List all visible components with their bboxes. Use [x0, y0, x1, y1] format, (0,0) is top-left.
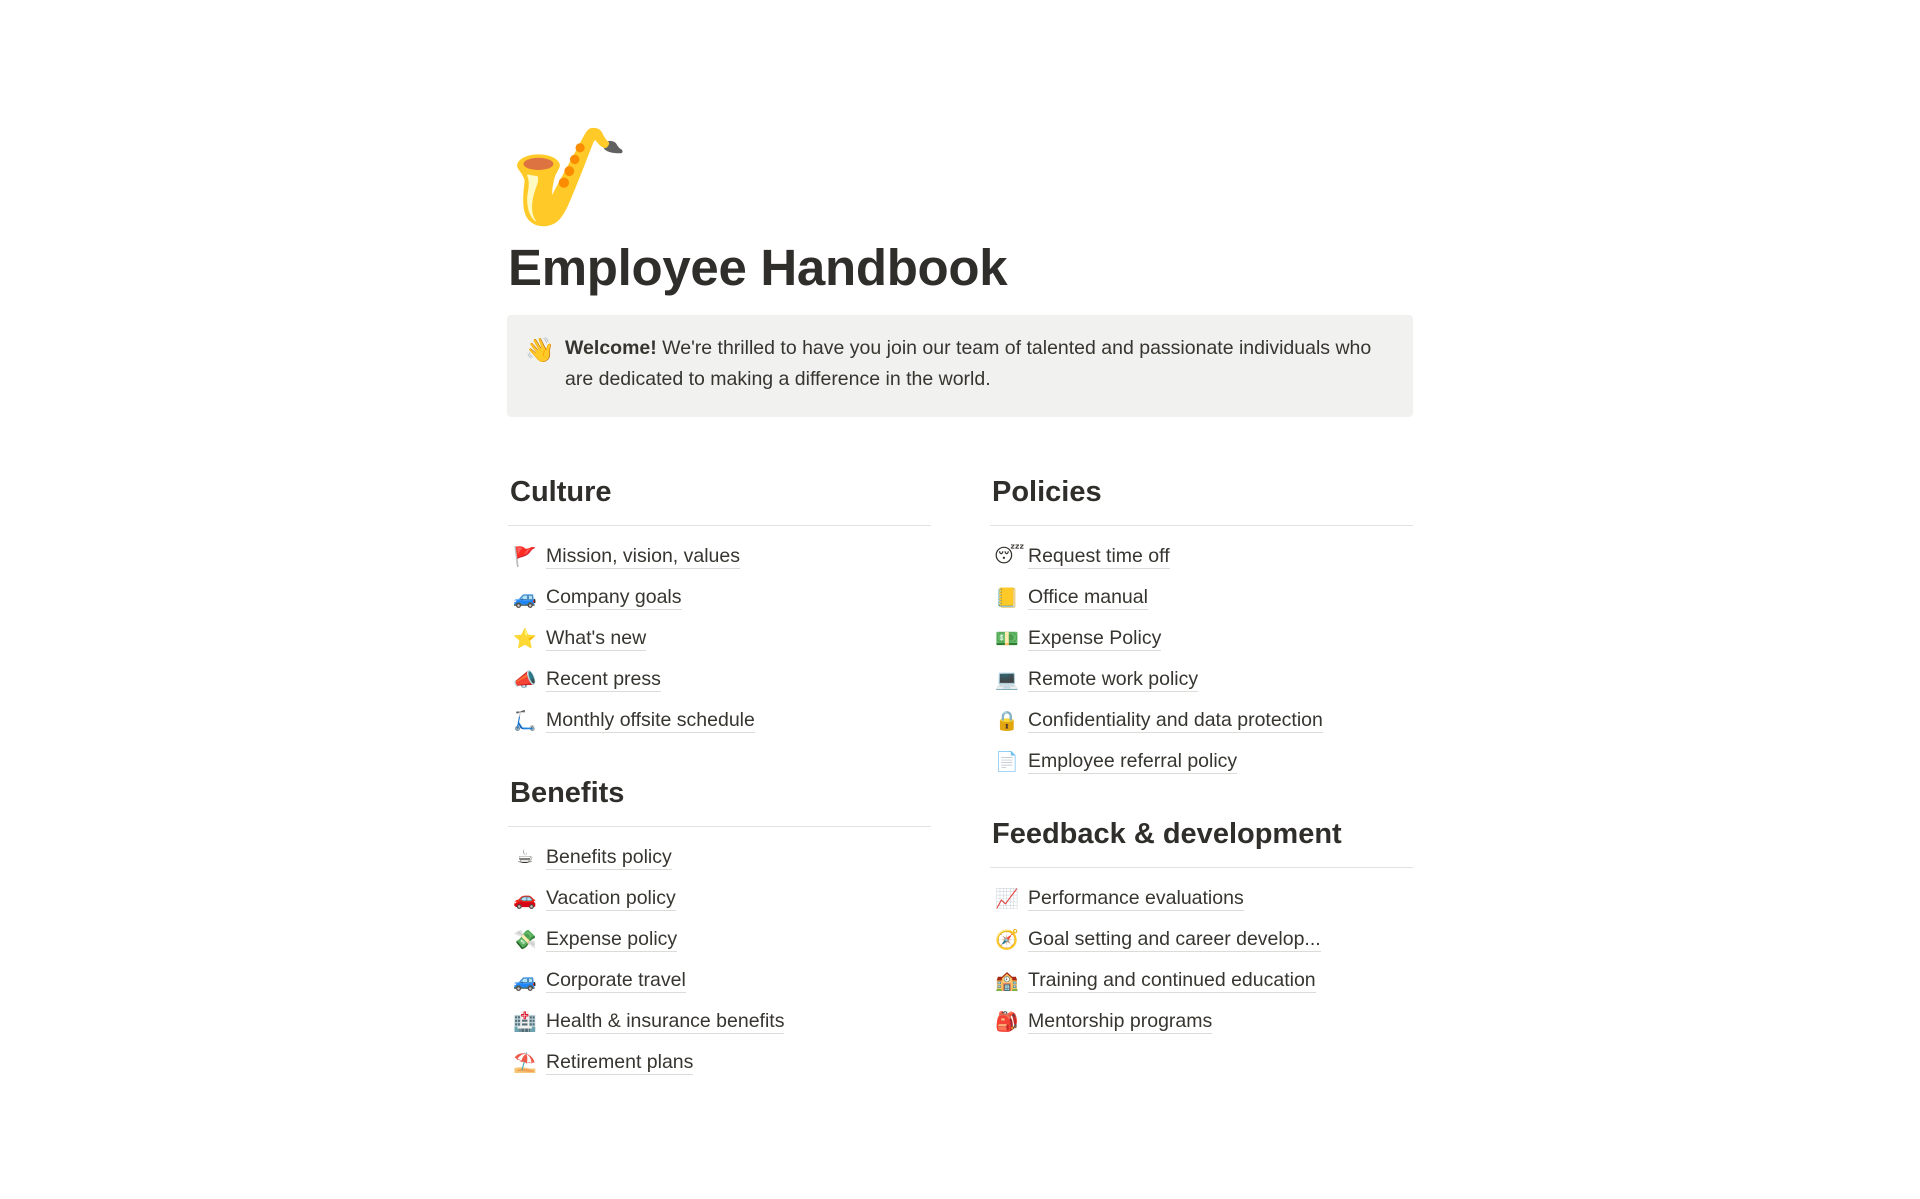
page-emoji-icon: 🛴	[513, 710, 537, 732]
welcome-callout: 👋 Welcome! We're thrilled to have you jo…	[507, 315, 1413, 417]
right-column: Policies 😴 Request time off 📒 Office manual 💵…	[990, 460, 1413, 1062]
section-culture: Culture 🚩 Mission, vision, values 🚙 Company …	[508, 460, 931, 741]
page-link-company-goals[interactable]: 🚙 Company goals	[508, 577, 931, 618]
page-emoji-icon: 🚗	[513, 888, 537, 910]
page-link-benefits-policy[interactable]: ☕ Benefits policy	[508, 837, 931, 878]
page-link-label[interactable]: Confidentiality and data protection	[1028, 709, 1323, 733]
page-link-employee-referral-policy[interactable]: 📄 Employee referral policy	[990, 741, 1413, 782]
waving-hand-icon: 👋	[525, 337, 555, 364]
page-emoji-icon: ☕	[516, 847, 534, 868]
page-emoji-icon: ⛱️	[513, 1052, 537, 1074]
page-link-vacation-policy[interactable]: 🚗 Vacation policy	[508, 878, 931, 919]
page-link-label[interactable]: Mentorship programs	[1028, 1010, 1213, 1034]
page-title: Employee Handbook	[508, 239, 1008, 296]
divider	[990, 525, 1413, 526]
page-icon-saxophone[interactable]: 🎷	[510, 124, 630, 231]
page-link-label[interactable]: Remote work policy	[1028, 668, 1199, 692]
page-link-training-and-continued-education[interactable]: 🏫 Training and continued education	[990, 960, 1413, 1001]
page-link-health-insurance-benefits[interactable]: 🏥 Health & insurance benefits	[508, 1001, 931, 1042]
section-heading: Culture	[510, 476, 612, 508]
page-emoji-icon: 💵	[995, 628, 1019, 650]
page-link-mission-vision-values[interactable]: 🚩 Mission, vision, values	[508, 536, 931, 577]
page-link-label[interactable]: Mission, vision, values	[546, 545, 740, 569]
page-emoji-icon: 📒	[995, 587, 1019, 609]
page-emoji-icon: 💸	[513, 929, 537, 951]
callout-bold: Welcome!	[565, 337, 657, 359]
section-policies: Policies 😴 Request time off 📒 Office manual 💵…	[990, 460, 1413, 782]
page-emoji-icon: 😴	[994, 546, 1025, 567]
page-link-corporate-travel[interactable]: 🚙 Corporate travel	[508, 960, 931, 1001]
page-link-retirement-plans[interactable]: ⛱️ Retirement plans	[508, 1042, 931, 1083]
divider	[508, 826, 931, 827]
page-link-office-manual[interactable]: 📒 Office manual	[990, 577, 1413, 618]
page-link-label[interactable]: Request time off	[1028, 545, 1170, 569]
page-link-recent-press[interactable]: 📣 Recent press	[508, 659, 931, 700]
page-emoji-icon: 💻	[995, 669, 1019, 691]
page-link-label[interactable]: Company goals	[546, 586, 682, 610]
page-link-label[interactable]: Retirement plans	[546, 1051, 694, 1075]
page-link-label[interactable]: Monthly offsite schedule	[546, 709, 755, 733]
section-benefits: Benefits ☕ Benefits policy 🚗 Vacation policy…	[508, 761, 931, 1083]
page-link-expense-policy[interactable]: 💵 Expense Policy	[990, 618, 1413, 659]
page-link-request-time-off[interactable]: 😴 Request time off	[990, 536, 1413, 577]
page-emoji-icon: 📈	[995, 888, 1019, 910]
page-link-monthly-offsite-schedule[interactable]: 🛴 Monthly offsite schedule	[508, 700, 931, 741]
page-emoji-icon: 📄	[995, 751, 1019, 773]
page-link-label[interactable]: Training and continued education	[1028, 969, 1316, 993]
page-emoji-icon: 🏥	[513, 1011, 537, 1033]
page-link-label[interactable]: Expense policy	[546, 928, 678, 952]
page-link-what-s-new[interactable]: ⭐ What's new	[508, 618, 931, 659]
divider	[990, 867, 1413, 868]
page-emoji-icon: 🚙	[513, 587, 537, 609]
section-heading: Feedback & development	[992, 818, 1342, 850]
divider	[508, 525, 931, 526]
section-heading: Benefits	[510, 777, 625, 809]
page-link-performance-evaluations[interactable]: 📈 Performance evaluations	[990, 878, 1413, 919]
left-column: Culture 🚩 Mission, vision, values 🚙 Company …	[508, 460, 931, 1103]
page-emoji-icon: 🎒	[995, 1011, 1019, 1033]
page-emoji-icon: 📣	[513, 669, 537, 691]
page-link-mentorship-programs[interactable]: 🎒 Mentorship programs	[990, 1001, 1413, 1042]
section-feedback-development: Feedback & development 📈 Performance evalu…	[990, 802, 1413, 1042]
page-emoji-icon: 🚙	[513, 970, 537, 992]
page-link-label[interactable]: Corporate travel	[546, 969, 686, 993]
page-link-confidentiality-and-data-protection[interactable]: 🔒 Confidentiality and data protection	[990, 700, 1413, 741]
page-link-label[interactable]: What's new	[546, 627, 647, 651]
page-emoji-icon: 🏫	[995, 970, 1019, 992]
page-link-label[interactable]: Employee referral policy	[1028, 750, 1238, 774]
page-link-label[interactable]: Office manual	[1028, 586, 1148, 610]
page-link-label[interactable]: Goal setting and career develop...	[1028, 928, 1321, 952]
page-link-expense-policy[interactable]: 💸 Expense policy	[508, 919, 931, 960]
page-link-label[interactable]: Performance evaluations	[1028, 887, 1244, 911]
page-emoji-icon: ⭐	[513, 628, 537, 650]
page-emoji-icon: 🚩	[513, 546, 537, 568]
page-emoji-icon: 🧭	[995, 929, 1019, 951]
callout-text: We're thrilled to have you join our team…	[565, 337, 1372, 390]
page-link-label[interactable]: Expense Policy	[1028, 627, 1162, 651]
page-link-remote-work-policy[interactable]: 💻 Remote work policy	[990, 659, 1413, 700]
page-link-label[interactable]: Vacation policy	[546, 887, 676, 911]
page-emoji-icon: 🔒	[995, 710, 1019, 732]
page-link-label[interactable]: Recent press	[546, 668, 661, 692]
page-link-goal-setting-and-career-develop[interactable]: 🧭 Goal setting and career develop...	[990, 919, 1413, 960]
page-link-label[interactable]: Benefits policy	[546, 846, 672, 870]
section-heading: Policies	[992, 476, 1102, 508]
page-link-label[interactable]: Health & insurance benefits	[546, 1010, 785, 1034]
